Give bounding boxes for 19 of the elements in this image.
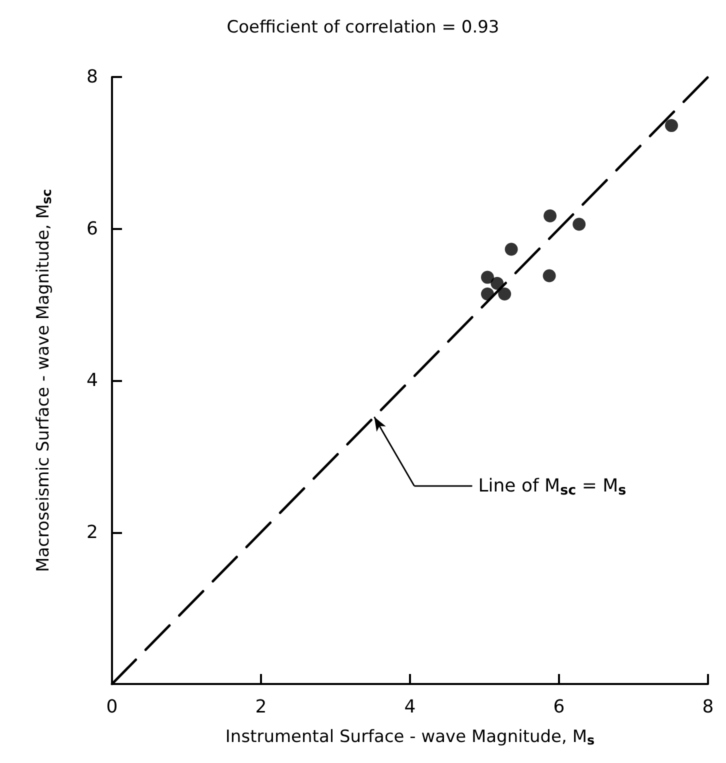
x-tick-label: 0 [106,696,118,718]
y-tick-label: 2 [86,522,98,543]
point [480,270,494,284]
y-tick-label: 4 [86,370,98,391]
point [490,276,504,290]
x-tick-label: 8 [702,696,714,718]
chart-title: Coefficient of correlation = 0.93 [226,18,500,38]
y-tick-label: 6 [86,218,98,240]
point [665,119,678,132]
point [544,209,557,222]
x-tick-label: 2 [255,696,267,718]
x-tick-label: 4 [404,696,416,718]
point [498,288,512,300]
point [572,218,586,231]
point [542,269,556,282]
point [504,242,518,256]
y-axis-title: Macroseismic Surface - wave Magnitude, Msc [33,188,55,572]
x-tick-label: 6 [553,696,565,718]
y-tick-label: 8 [86,66,98,88]
